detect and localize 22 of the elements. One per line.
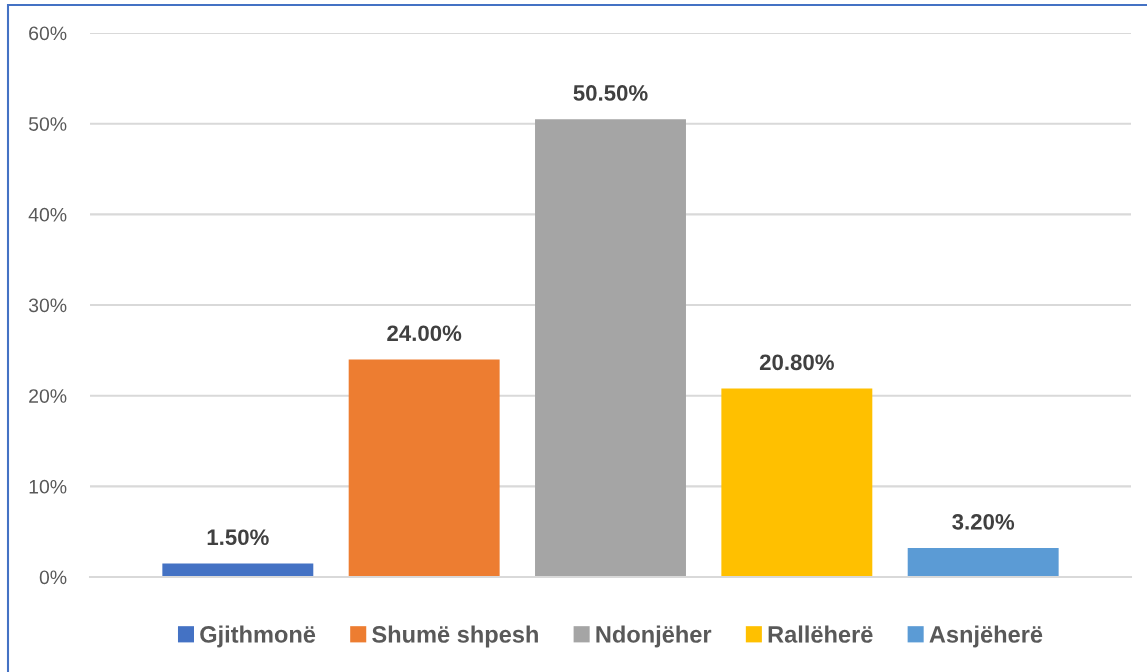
legend-label: Rallëherë bbox=[768, 625, 873, 643]
data-label: 3.20% bbox=[952, 513, 1015, 530]
bar bbox=[348, 359, 500, 577]
y-tick-label: 30% bbox=[28, 298, 67, 313]
bar bbox=[907, 547, 1059, 577]
bar bbox=[721, 388, 873, 577]
y-tick-label: 0% bbox=[39, 570, 67, 585]
data-label: 50.50% bbox=[573, 85, 648, 101]
legend-label: Gjithmonë bbox=[200, 625, 316, 648]
bar bbox=[535, 119, 686, 577]
y-tick-label: 50% bbox=[28, 117, 67, 131]
y-tick-label: 10% bbox=[29, 479, 67, 494]
legend-label: Ndonjëher bbox=[596, 625, 712, 648]
data-label: 20.80% bbox=[759, 354, 834, 371]
y-tick-label: 60% bbox=[29, 26, 67, 41]
bar bbox=[162, 563, 314, 577]
y-tick-label: 20% bbox=[29, 389, 67, 403]
legend-label: Asnjëherë bbox=[929, 625, 1043, 648]
data-label: 24.00% bbox=[387, 325, 462, 342]
legend-label: Shumë shpesh bbox=[372, 625, 538, 648]
y-tick-label: 40% bbox=[28, 207, 67, 222]
data-label: 1.50% bbox=[207, 529, 269, 546]
